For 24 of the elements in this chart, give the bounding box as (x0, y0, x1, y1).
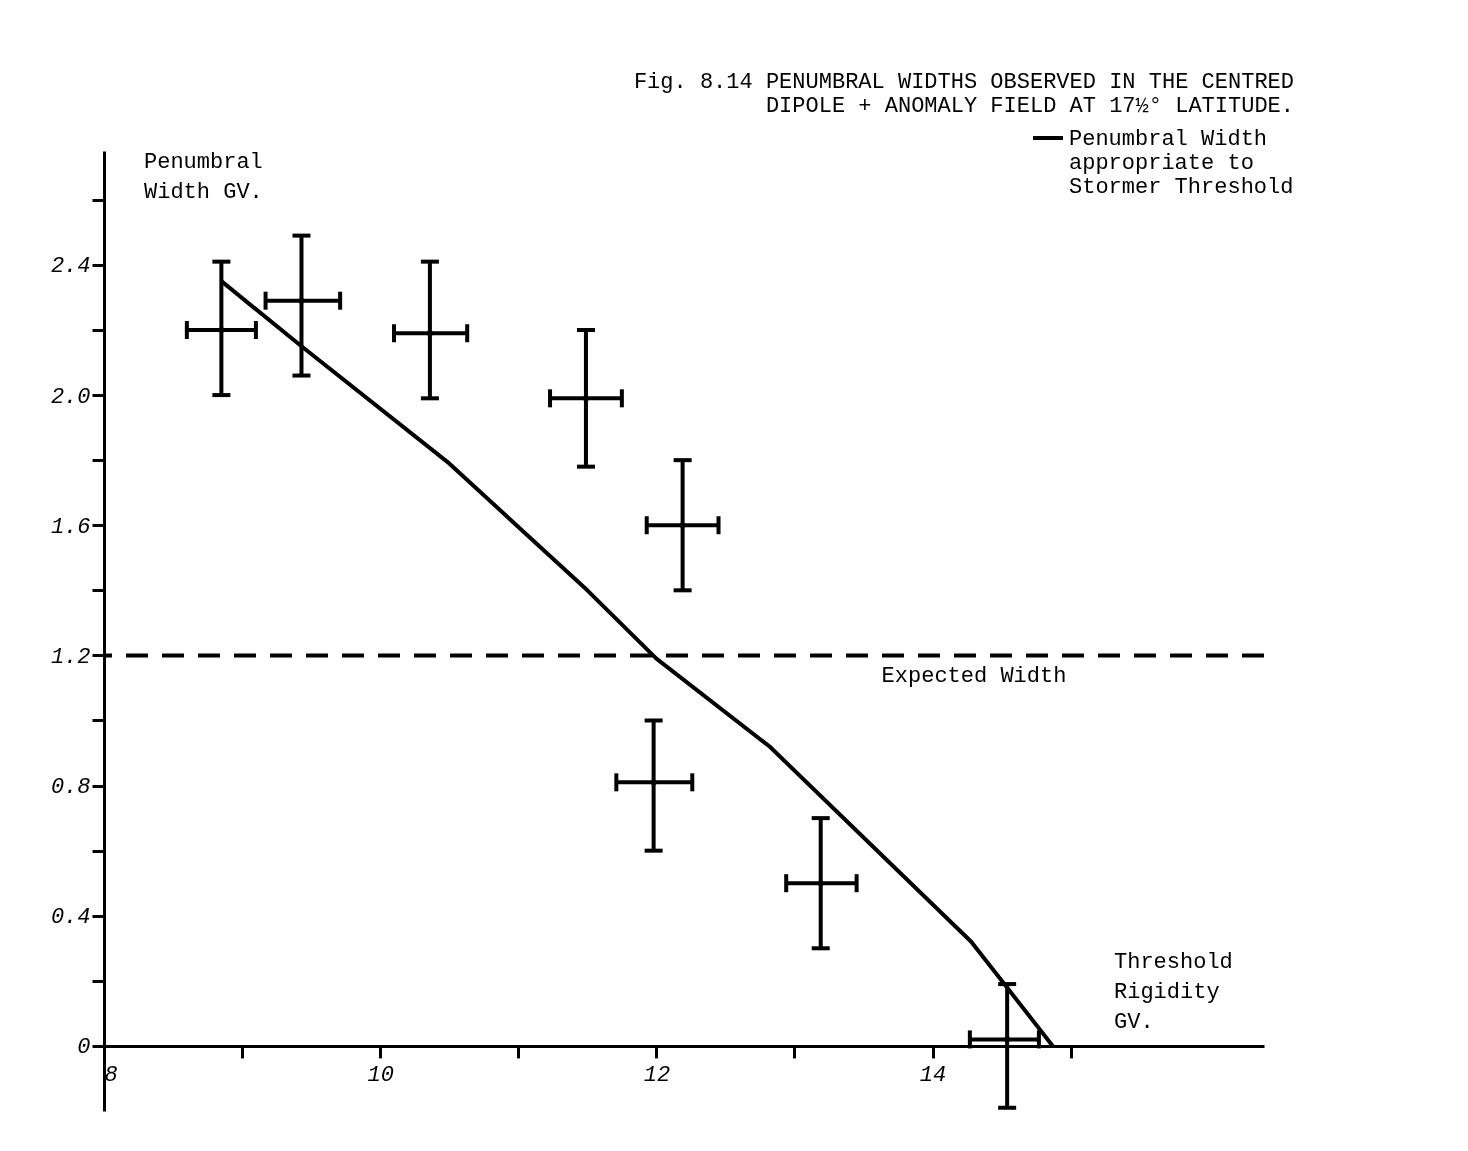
x-tick-label: 14 (919, 1063, 947, 1089)
y-tick-label: 2.4 (50, 254, 91, 280)
y-tick-label: 2.0 (50, 384, 91, 410)
x-tick-label: 12 (643, 1063, 671, 1089)
y-tick-label: 0.4 (50, 905, 91, 931)
ref-line-label: Expected Width (881, 664, 1067, 690)
x-tick-label: 8 (104, 1063, 118, 1089)
point (427, 330, 433, 336)
y-axis-title: Penumbral Width GV. (144, 150, 263, 205)
y-tick-label: 0.8 (50, 775, 91, 801)
x-tick-label: 10 (367, 1063, 394, 1089)
point (583, 395, 589, 401)
point (651, 779, 657, 785)
point (218, 327, 224, 333)
y-tick-label: 0 (77, 1035, 91, 1061)
point (818, 880, 824, 886)
point (680, 522, 686, 528)
chart-title: Fig. 8.14 PENUMBRAL WIDTHS OBSERVED IN THE CENTRED DIPOLE + ANOMALY FIELD AT 17½° LATITUDE. (633, 70, 1294, 119)
legend-label: Penumbral Width appropriate to Stormer Threshold (1069, 127, 1294, 200)
x-axis-title: Threshold Rigidity GV. (1114, 949, 1233, 1035)
point (298, 298, 304, 304)
y-tick-label: 1.6 (50, 514, 91, 540)
y-tick-label: 1.2 (50, 644, 91, 670)
point (1004, 1036, 1010, 1042)
